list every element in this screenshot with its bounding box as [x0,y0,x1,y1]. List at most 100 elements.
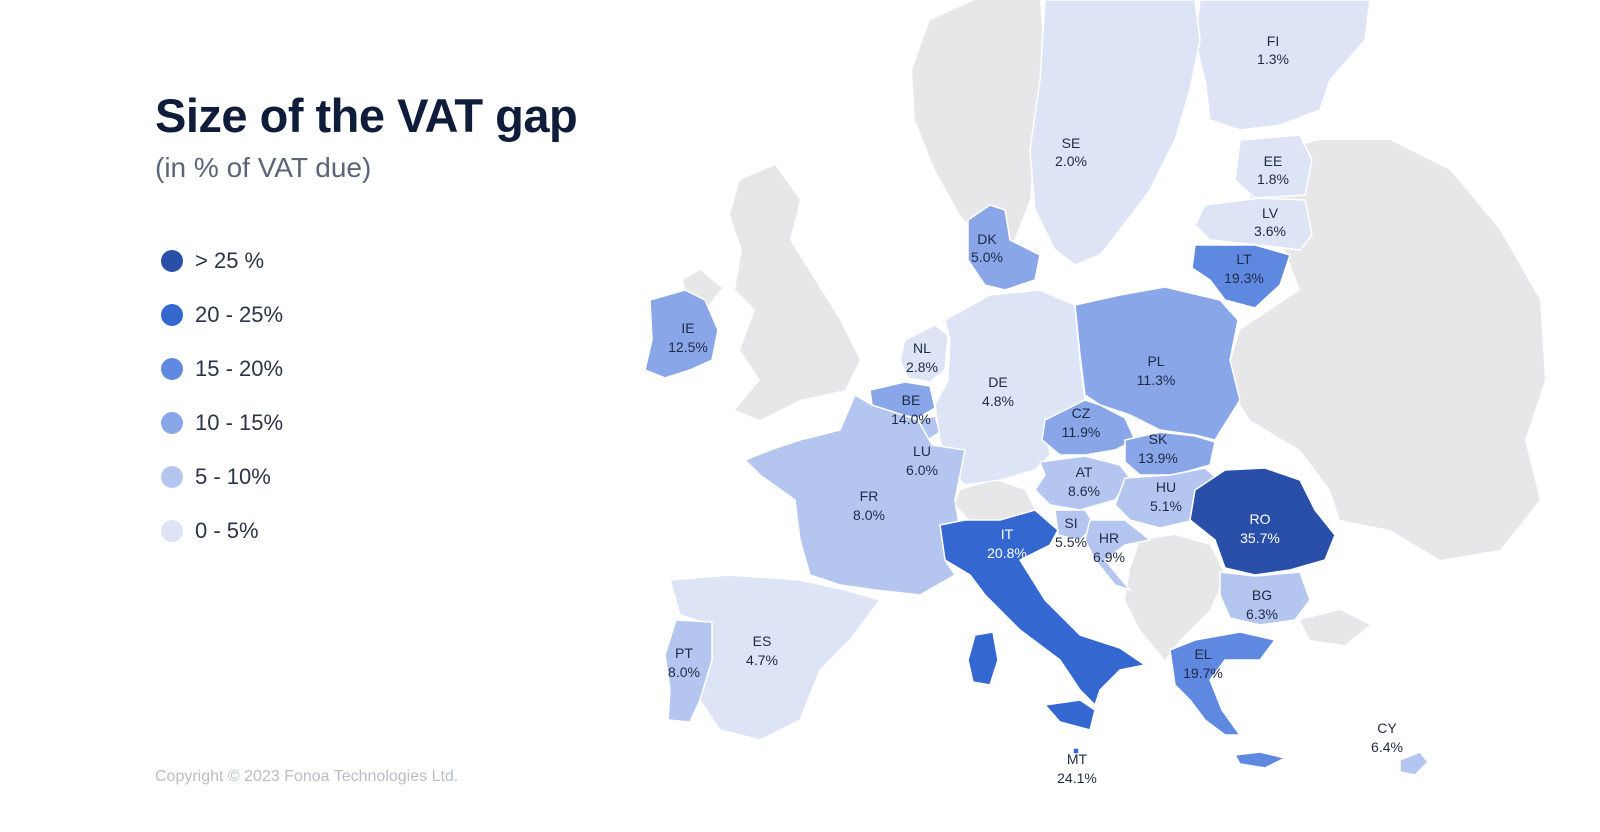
label-PT: PT 8.0% [668,645,700,680]
label-value: 13.9% [1138,450,1178,466]
country-DK [967,204,1041,291]
switzerland-shape [955,480,1035,525]
country-EL [1169,631,1276,736]
label-code: HU [1156,479,1176,495]
country-AT [1034,455,1131,511]
label-value: 5.5% [1055,534,1087,550]
country-RO [1189,467,1336,576]
country-PL [1074,286,1241,441]
legend-label: 5 - 10% [195,464,271,489]
label-value: 5.0% [971,249,1003,265]
country-labels: FI 1.3% SE 2.0% EE 1.8% LV 3.6% LT 19.3% DK 5.… [668,33,1403,786]
legend-item-5-10: 5 - 10% [161,450,283,504]
label-value: 6.0% [906,462,938,478]
label-SI: SI 5.5% [1055,515,1087,550]
country-PT [664,619,713,723]
country-CY [1399,751,1429,776]
label-code: AT [1076,464,1093,480]
label-value: 4.8% [982,393,1014,409]
label-FR: FR 8.0% [853,488,885,523]
label-value: 3.6% [1254,223,1286,239]
legend-label: 15 - 20% [195,356,284,381]
non-eu-land [683,0,1545,660]
label-code: SI [1064,515,1077,531]
label-LU: LU 6.0% [906,443,938,478]
label-code: CY [1377,720,1397,736]
label-code: DK [977,231,997,247]
label-value: 24.1% [1057,770,1097,786]
label-code: EL [1194,646,1211,662]
label-CY: CY 6.4% [1371,720,1403,755]
label-code: ES [753,633,772,649]
legend-label: 20 - 25% [195,302,284,327]
map-title: Size of the VAT gap [155,89,578,142]
country-FR [744,394,966,596]
legend-label: > 25 % [195,248,265,273]
label-code: FI [1267,33,1279,49]
label-value: 2.8% [906,359,938,375]
country-IT-sicily [1044,699,1096,731]
label-code: BE [902,392,921,408]
label-LV: LV 3.6% [1254,205,1286,239]
label-code: FR [860,488,879,504]
legend-item-10-15: 10 - 15% [161,396,283,450]
label-value: 11.9% [1062,424,1101,440]
label-FI: FI 1.3% [1257,33,1289,67]
copyright-notice: Copyright © 2023 Fonoa Technologies Ltd. [155,768,459,785]
country-BG [1219,571,1311,626]
label-DK: DK 5.0% [971,231,1003,265]
country-SK [1124,431,1216,476]
norway-shape [912,0,1045,250]
label-value: 8.0% [668,664,700,680]
label-value: 8.6% [1068,483,1100,499]
legend-item-gt25: > 25 % [161,234,283,288]
label-value: 20.8% [987,545,1027,561]
great-britain-shape [730,165,860,420]
country-HR [1084,519,1151,591]
label-value: 6.4% [1371,739,1403,755]
label-value: 4.7% [746,652,778,668]
legend-swatch [161,466,183,488]
country-LV [1194,197,1313,251]
label-code: DE [988,374,1007,390]
label-RO: RO 35.7% [1240,511,1280,546]
country-IT [939,509,1146,706]
label-value: 8.0% [853,507,885,523]
label-IT: IT 20.8% [987,526,1027,561]
label-LT: LT 19.3% [1224,251,1264,286]
legend-label: 0 - 5% [195,518,259,543]
label-code: IT [1001,526,1014,542]
label-value: 14.0% [891,411,931,427]
label-DE: DE 4.8% [982,374,1014,409]
label-code: LT [1236,251,1252,267]
label-value: 6.3% [1246,606,1278,622]
russia-belarus-ukraine-shape [1225,140,1545,560]
label-value: 1.8% [1257,171,1289,187]
label-IE: IE 12.5% [668,320,708,355]
country-MT [1072,747,1080,755]
legend-swatch [161,520,183,542]
label-code: RO [1250,511,1271,527]
country-LT [1191,244,1291,309]
label-BE: BE 14.0% [891,392,931,427]
label-CZ: CZ 11.9% [1062,405,1101,440]
legend-label: 10 - 15% [195,410,284,435]
label-HR: HR 6.9% [1093,530,1125,565]
label-SE: SE 2.0% [1055,135,1087,169]
label-HU: HU 5.1% [1150,479,1182,514]
legend-swatch [161,304,183,326]
label-EL: EL 19.7% [1183,646,1223,681]
turkey-shape [1300,610,1370,645]
label-SK: SK 13.9% [1138,431,1178,466]
country-EE [1234,134,1313,199]
label-code: LU [913,443,931,459]
label-BG: BG 6.3% [1246,587,1278,622]
legend-swatch [161,412,183,434]
map-subtitle: (in % of VAT due) [155,152,372,183]
country-IE [644,289,719,379]
label-code: EE [1264,153,1283,169]
label-value: 2.0% [1055,153,1087,169]
country-IT-sardinia [967,631,999,686]
label-code: NL [913,340,931,356]
